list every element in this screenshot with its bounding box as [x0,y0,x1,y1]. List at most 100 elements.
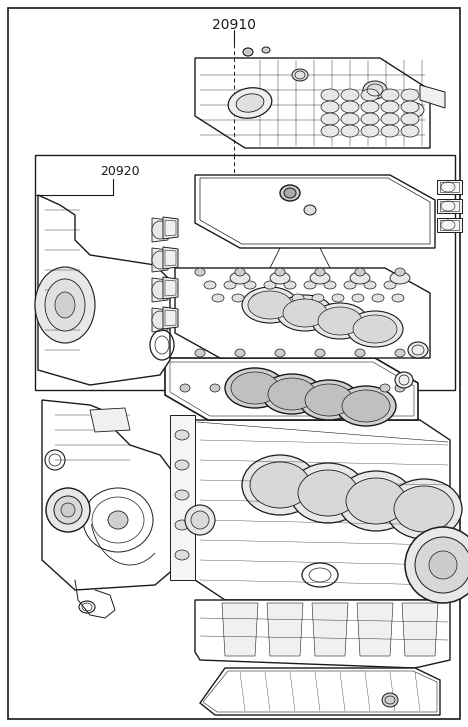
Text: 20920: 20920 [100,165,139,178]
Polygon shape [90,408,130,432]
Ellipse shape [321,89,339,101]
Ellipse shape [108,511,128,529]
Ellipse shape [35,267,95,343]
Ellipse shape [210,384,220,392]
Polygon shape [163,277,178,299]
Polygon shape [163,307,178,329]
Ellipse shape [298,470,358,516]
Ellipse shape [175,550,189,560]
Ellipse shape [355,349,365,357]
Ellipse shape [304,205,316,215]
Ellipse shape [310,272,330,284]
Ellipse shape [372,294,384,302]
Ellipse shape [395,349,405,357]
Ellipse shape [341,125,359,137]
Ellipse shape [361,101,379,113]
Ellipse shape [352,294,364,302]
Polygon shape [437,199,462,213]
Ellipse shape [401,89,419,101]
Ellipse shape [54,496,82,524]
Ellipse shape [395,268,405,276]
Polygon shape [200,668,440,715]
Polygon shape [170,415,195,580]
Ellipse shape [55,292,75,318]
Ellipse shape [46,488,90,532]
Polygon shape [152,308,168,332]
Ellipse shape [381,113,399,125]
Polygon shape [312,603,348,656]
Ellipse shape [242,287,298,323]
Ellipse shape [235,349,245,357]
Ellipse shape [312,303,368,339]
Ellipse shape [290,463,366,523]
Polygon shape [42,400,175,590]
Text: 20910: 20910 [212,18,256,32]
Ellipse shape [175,520,189,530]
Ellipse shape [292,69,308,81]
Ellipse shape [386,479,462,539]
Ellipse shape [152,221,168,239]
Ellipse shape [408,342,428,358]
Ellipse shape [350,272,370,284]
Ellipse shape [361,125,379,137]
Ellipse shape [324,281,336,289]
Polygon shape [357,603,393,656]
Ellipse shape [248,291,292,319]
Polygon shape [163,247,178,269]
Ellipse shape [341,89,359,101]
Ellipse shape [284,188,296,198]
Ellipse shape [292,294,304,302]
Ellipse shape [175,490,189,500]
Ellipse shape [395,372,413,388]
Ellipse shape [353,315,397,343]
Ellipse shape [243,48,253,56]
Ellipse shape [252,294,264,302]
Polygon shape [402,603,438,656]
Ellipse shape [225,368,285,408]
Ellipse shape [195,349,205,357]
Polygon shape [165,358,418,420]
Ellipse shape [321,101,339,113]
Ellipse shape [152,311,168,329]
Ellipse shape [195,268,205,276]
Ellipse shape [355,268,365,276]
Ellipse shape [228,88,272,119]
Polygon shape [152,218,168,242]
Ellipse shape [347,311,403,347]
Ellipse shape [232,294,244,302]
Ellipse shape [304,281,316,289]
Ellipse shape [264,281,276,289]
Ellipse shape [224,281,236,289]
Ellipse shape [280,185,300,201]
Ellipse shape [344,281,356,289]
Ellipse shape [262,374,322,414]
Ellipse shape [315,349,325,357]
Polygon shape [437,218,462,232]
Polygon shape [267,603,303,656]
Polygon shape [38,195,170,385]
Ellipse shape [332,294,344,302]
Ellipse shape [341,113,359,125]
Ellipse shape [363,81,387,99]
Ellipse shape [275,268,285,276]
Polygon shape [152,248,168,272]
Ellipse shape [382,693,398,707]
Ellipse shape [381,125,399,137]
Ellipse shape [185,505,215,535]
Polygon shape [222,603,258,656]
Ellipse shape [415,537,468,593]
Ellipse shape [61,503,75,517]
Ellipse shape [175,460,189,470]
Ellipse shape [175,430,189,440]
Ellipse shape [401,101,419,113]
Ellipse shape [406,103,424,117]
Ellipse shape [283,299,327,327]
Ellipse shape [270,272,290,284]
Polygon shape [420,85,445,108]
Ellipse shape [346,478,406,524]
Polygon shape [175,268,430,358]
Ellipse shape [231,372,279,404]
Ellipse shape [321,113,339,125]
Ellipse shape [277,295,333,331]
Polygon shape [195,58,430,148]
